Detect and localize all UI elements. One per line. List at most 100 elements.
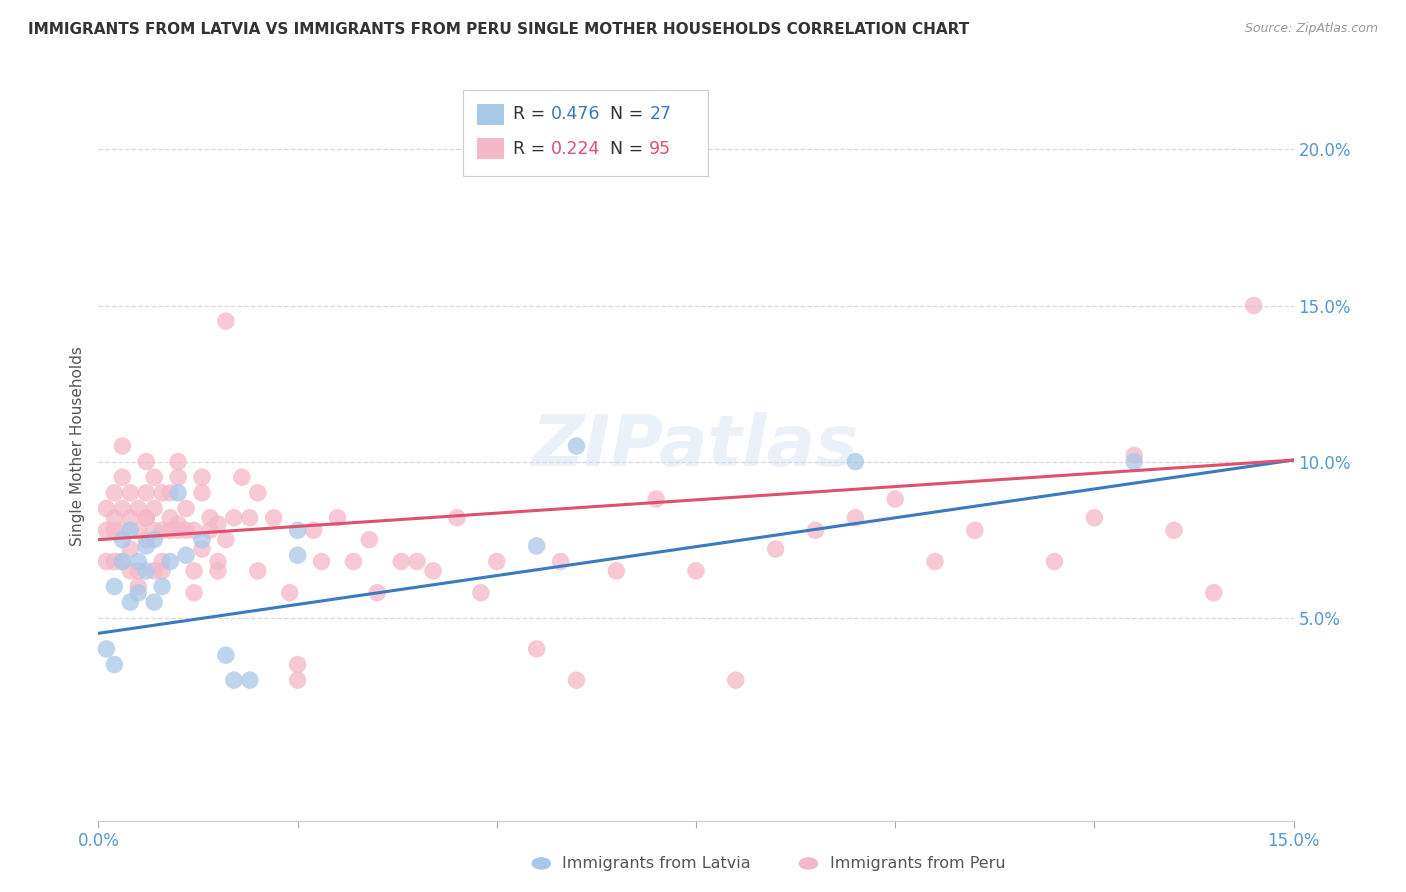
Point xyxy=(96,642,118,657)
Point xyxy=(135,485,157,500)
Point xyxy=(389,554,412,569)
Point xyxy=(239,673,262,688)
Point xyxy=(215,314,238,328)
Point xyxy=(111,439,134,453)
Point xyxy=(167,485,190,500)
Point xyxy=(120,523,142,537)
Point xyxy=(207,517,229,532)
Point xyxy=(127,501,149,516)
Point xyxy=(159,485,181,500)
Point xyxy=(844,510,866,524)
Point xyxy=(191,470,214,484)
Point xyxy=(150,580,173,594)
Text: IMMIGRANTS FROM LATVIA VS IMMIGRANTS FROM PERU SINGLE MOTHER HOUSEHOLDS CORRELAT: IMMIGRANTS FROM LATVIA VS IMMIGRANTS FRO… xyxy=(28,22,969,37)
Point xyxy=(167,523,190,537)
Point xyxy=(159,523,181,537)
Point xyxy=(215,648,238,662)
Point xyxy=(1123,449,1146,463)
Point xyxy=(565,439,588,453)
Text: 0.224: 0.224 xyxy=(551,139,600,158)
Point xyxy=(103,657,125,672)
Point xyxy=(844,455,866,469)
Point xyxy=(127,564,149,578)
Point xyxy=(167,517,190,532)
Point xyxy=(135,510,157,524)
Y-axis label: Single Mother Households: Single Mother Households xyxy=(69,346,84,546)
Point xyxy=(143,470,166,484)
Point xyxy=(120,542,142,557)
Point xyxy=(222,510,245,524)
Point xyxy=(167,455,190,469)
Point xyxy=(150,564,173,578)
Point xyxy=(103,554,125,569)
Point xyxy=(215,533,238,547)
FancyBboxPatch shape xyxy=(477,138,503,159)
Point xyxy=(174,523,197,537)
Point xyxy=(724,673,747,688)
Point xyxy=(183,586,205,600)
Point xyxy=(359,533,381,547)
Point xyxy=(198,523,221,537)
Point xyxy=(287,673,309,688)
Point xyxy=(605,564,627,578)
Point xyxy=(120,595,142,609)
Point xyxy=(342,554,364,569)
Point xyxy=(302,523,325,537)
Point xyxy=(1043,554,1066,569)
Point xyxy=(765,542,787,557)
Point xyxy=(120,510,142,524)
Point xyxy=(135,510,157,524)
Point xyxy=(485,554,508,569)
Point xyxy=(231,470,253,484)
Point xyxy=(406,554,429,569)
Point xyxy=(645,492,668,507)
Point xyxy=(135,455,157,469)
Text: Source: ZipAtlas.com: Source: ZipAtlas.com xyxy=(1244,22,1378,36)
Point xyxy=(963,523,986,537)
Point xyxy=(422,564,444,578)
Point xyxy=(884,492,907,507)
Point xyxy=(159,510,181,524)
Point xyxy=(150,485,173,500)
Point xyxy=(804,523,827,537)
Point xyxy=(191,542,214,557)
Text: 27: 27 xyxy=(650,105,671,123)
Point xyxy=(287,548,309,563)
FancyBboxPatch shape xyxy=(477,103,503,125)
Point xyxy=(96,501,118,516)
Point xyxy=(446,510,468,524)
Point xyxy=(111,470,134,484)
Point xyxy=(207,564,229,578)
Point xyxy=(311,554,333,569)
Point xyxy=(526,642,548,657)
Point xyxy=(526,539,548,553)
Point xyxy=(135,539,157,553)
Point xyxy=(111,554,134,569)
Text: Immigrants from Peru: Immigrants from Peru xyxy=(830,856,1005,871)
Point xyxy=(120,485,142,500)
FancyBboxPatch shape xyxy=(463,90,709,177)
Text: 95: 95 xyxy=(650,139,672,158)
Point xyxy=(1163,523,1185,537)
Point xyxy=(222,673,245,688)
Text: Immigrants from Latvia: Immigrants from Latvia xyxy=(562,856,751,871)
Text: ZIPatlas: ZIPatlas xyxy=(533,411,859,481)
Point xyxy=(278,586,301,600)
Point xyxy=(246,485,269,500)
Point xyxy=(143,564,166,578)
Point xyxy=(246,564,269,578)
Point xyxy=(96,554,118,569)
Point xyxy=(207,554,229,569)
Point xyxy=(1083,510,1105,524)
Point xyxy=(135,564,157,578)
Point xyxy=(565,673,588,688)
Point xyxy=(263,510,285,524)
Point xyxy=(150,554,173,569)
Point xyxy=(127,580,149,594)
Point xyxy=(198,510,221,524)
Point xyxy=(103,510,125,524)
Point xyxy=(924,554,946,569)
Point xyxy=(127,523,149,537)
Text: N =: N = xyxy=(599,139,650,158)
Point xyxy=(470,586,492,600)
